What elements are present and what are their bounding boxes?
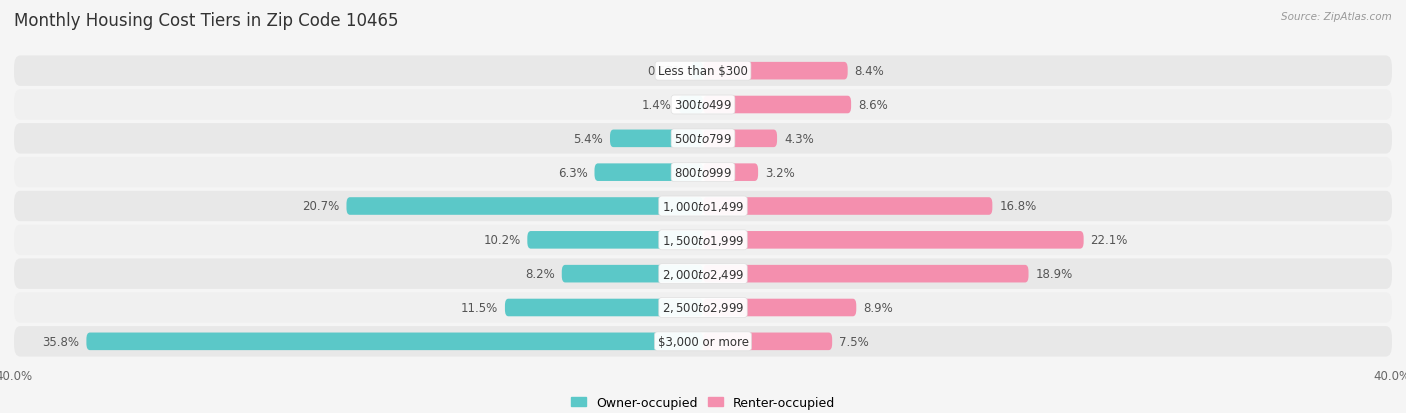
Text: 8.4%: 8.4% bbox=[855, 65, 884, 78]
FancyBboxPatch shape bbox=[527, 231, 703, 249]
Text: 8.2%: 8.2% bbox=[524, 268, 555, 280]
Text: 1.4%: 1.4% bbox=[643, 99, 672, 112]
Text: $3,000 or more: $3,000 or more bbox=[658, 335, 748, 348]
FancyBboxPatch shape bbox=[14, 56, 1392, 87]
Text: 7.5%: 7.5% bbox=[839, 335, 869, 348]
Text: $2,000 to $2,499: $2,000 to $2,499 bbox=[662, 267, 744, 281]
Text: $500 to $799: $500 to $799 bbox=[673, 133, 733, 145]
Text: $300 to $499: $300 to $499 bbox=[673, 99, 733, 112]
FancyBboxPatch shape bbox=[595, 164, 703, 182]
FancyBboxPatch shape bbox=[14, 90, 1392, 121]
FancyBboxPatch shape bbox=[703, 231, 1084, 249]
Text: Source: ZipAtlas.com: Source: ZipAtlas.com bbox=[1281, 12, 1392, 22]
FancyBboxPatch shape bbox=[14, 191, 1392, 222]
FancyBboxPatch shape bbox=[14, 124, 1392, 154]
Text: 8.6%: 8.6% bbox=[858, 99, 887, 112]
FancyBboxPatch shape bbox=[505, 299, 703, 316]
FancyBboxPatch shape bbox=[703, 97, 851, 114]
FancyBboxPatch shape bbox=[703, 63, 848, 80]
FancyBboxPatch shape bbox=[692, 63, 703, 80]
FancyBboxPatch shape bbox=[703, 265, 1029, 283]
Text: 16.8%: 16.8% bbox=[1000, 200, 1036, 213]
FancyBboxPatch shape bbox=[14, 292, 1392, 323]
FancyBboxPatch shape bbox=[14, 259, 1392, 289]
Text: 5.4%: 5.4% bbox=[574, 133, 603, 145]
Text: 22.1%: 22.1% bbox=[1091, 234, 1128, 247]
FancyBboxPatch shape bbox=[703, 299, 856, 316]
Text: 0.67%: 0.67% bbox=[647, 65, 685, 78]
FancyBboxPatch shape bbox=[14, 326, 1392, 357]
Text: Monthly Housing Cost Tiers in Zip Code 10465: Monthly Housing Cost Tiers in Zip Code 1… bbox=[14, 12, 398, 30]
Text: Less than $300: Less than $300 bbox=[658, 65, 748, 78]
FancyBboxPatch shape bbox=[562, 265, 703, 283]
Text: 11.5%: 11.5% bbox=[461, 301, 498, 314]
FancyBboxPatch shape bbox=[14, 158, 1392, 188]
FancyBboxPatch shape bbox=[703, 130, 778, 148]
FancyBboxPatch shape bbox=[14, 225, 1392, 255]
FancyBboxPatch shape bbox=[703, 198, 993, 215]
FancyBboxPatch shape bbox=[346, 198, 703, 215]
Text: 20.7%: 20.7% bbox=[302, 200, 340, 213]
Text: 3.2%: 3.2% bbox=[765, 166, 794, 179]
Text: 18.9%: 18.9% bbox=[1035, 268, 1073, 280]
Text: 8.9%: 8.9% bbox=[863, 301, 893, 314]
FancyBboxPatch shape bbox=[610, 130, 703, 148]
FancyBboxPatch shape bbox=[703, 333, 832, 350]
Text: 4.3%: 4.3% bbox=[785, 133, 814, 145]
Text: $800 to $999: $800 to $999 bbox=[673, 166, 733, 179]
Text: 35.8%: 35.8% bbox=[42, 335, 80, 348]
Text: $1,500 to $1,999: $1,500 to $1,999 bbox=[662, 233, 744, 247]
Text: 6.3%: 6.3% bbox=[558, 166, 588, 179]
Legend: Owner-occupied, Renter-occupied: Owner-occupied, Renter-occupied bbox=[567, 391, 839, 413]
Text: $1,000 to $1,499: $1,000 to $1,499 bbox=[662, 199, 744, 214]
Text: $2,500 to $2,999: $2,500 to $2,999 bbox=[662, 301, 744, 315]
FancyBboxPatch shape bbox=[86, 333, 703, 350]
FancyBboxPatch shape bbox=[703, 164, 758, 182]
FancyBboxPatch shape bbox=[679, 97, 703, 114]
Text: 10.2%: 10.2% bbox=[484, 234, 520, 247]
